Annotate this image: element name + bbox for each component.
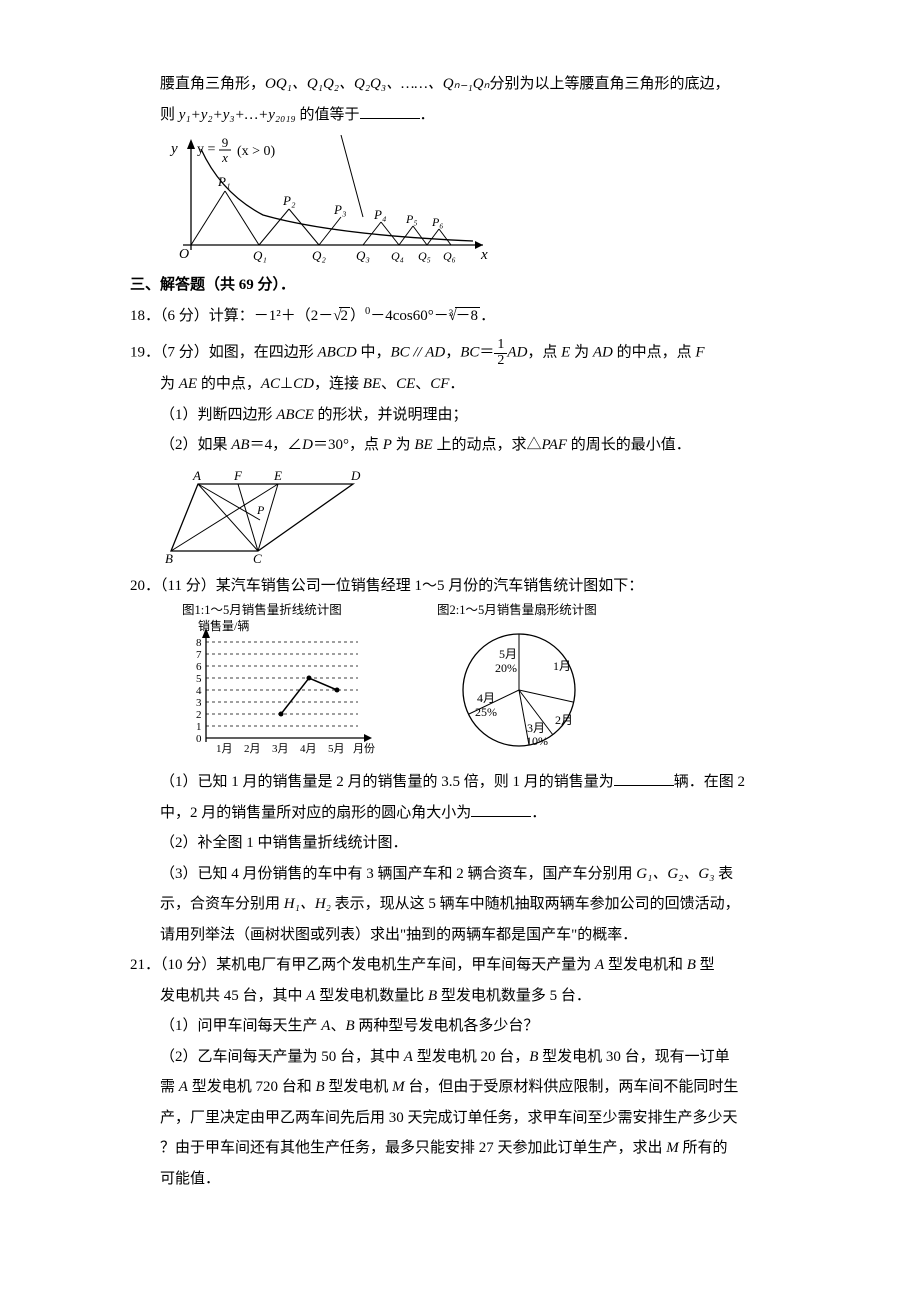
q21-p6: 可能值． — [130, 1165, 810, 1194]
svg-text:4月: 4月 — [300, 743, 317, 755]
q20-l1: 20．（11 分）某汽车销售公司一位销售经理 1～5 月份的汽车销售统计图如下： — [130, 572, 810, 601]
text: 19．（7 分）如图，在四边形 — [130, 345, 318, 361]
svg-text:E: E — [273, 468, 282, 483]
q21-l1: 21．（10 分）某机电厂有甲乙两个发电机生产车间，甲车间每天产量为 A 型发电… — [130, 951, 810, 980]
section3-title: 三、解答题（共 69 分）． — [130, 271, 810, 300]
svg-text:Q₅: Q₅ — [418, 249, 431, 263]
q20-p3a: （3）已知 4 月份销售的车中有 3 辆国产车和 2 辆合资车，国产车分别用 G… — [130, 860, 810, 889]
q20-chart2: 图2:1～5月销售量扇形统计图 1月 2月 3月 10% 4月 25% 5月 2… — [419, 602, 629, 762]
q21-l2: 发电机共 45 台，其中 A 型发电机数量比 B 型发电机数量多 5 台． — [130, 982, 810, 1011]
svg-text:10%: 10% — [526, 734, 548, 748]
svg-text:Q₃: Q₃ — [356, 248, 370, 263]
blank — [471, 802, 531, 817]
text: 分别为以上等腰直角三角形的底边， — [490, 76, 730, 92]
svg-text:5: 5 — [196, 673, 202, 685]
svg-text:P₃: P₃ — [333, 202, 346, 217]
period: ． — [420, 107, 435, 123]
text: －4cos60°－ — [370, 308, 449, 324]
svg-text:9: 9 — [222, 135, 229, 150]
svg-text:B: B — [165, 551, 173, 566]
q20-charts: 图1:1～5月销售量折线统计图 销售量/辆 0 1 2 3 4 5 6 7 8 … — [168, 602, 811, 762]
q17-line1: 腰直角三角形，OQ₁、Q₁Q₂、Q₂Q₃、……、Qₙ₋₁Qₙ分别为以上等腰直角三… — [130, 70, 810, 99]
svg-text:图2:1～5月销售量扇形统计图: 图2:1～5月销售量扇形统计图 — [437, 602, 597, 617]
blank — [614, 771, 674, 786]
text: 的值等于 — [296, 107, 360, 123]
q21-p4: 产，厂里决定由甲乙两车间先后用 30 天完成订单任务，求甲车间至少需安排生产多少… — [130, 1104, 810, 1133]
svg-text:P: P — [256, 503, 265, 517]
q21-p5: ？由于甲车间还有其他生产任务，最多只能安排 27 天参加此订单生产，求出 M 所… — [130, 1134, 810, 1163]
svg-text:6: 6 — [196, 661, 202, 673]
svg-text:Q₄: Q₄ — [391, 249, 404, 263]
svg-text:F: F — [233, 468, 243, 483]
svg-text:2: 2 — [196, 709, 202, 721]
svg-text:4: 4 — [196, 685, 202, 697]
svg-text:5月: 5月 — [328, 743, 345, 755]
svg-text:O: O — [179, 247, 189, 262]
svg-text:20%: 20% — [495, 661, 517, 675]
svg-text:D: D — [350, 468, 361, 483]
svg-text:C: C — [253, 551, 262, 566]
q19-figure: A F E D B C P — [163, 466, 810, 566]
q21-p3: 需 A 型发电机 720 台和 B 型发电机 M 台，但由于受原材料供应限制，两… — [130, 1073, 810, 1102]
svg-text:0: 0 — [196, 733, 202, 745]
sqrt2: √2 — [333, 302, 350, 331]
svg-text:P₆: P₆ — [431, 215, 444, 229]
q20-p3c: 示，合资车分别用 H₁、H₂ 表示，现从这 5 辆车中随机抽取两辆车参加公司的回… — [130, 890, 810, 919]
svg-text:月份: 月份 — [353, 742, 375, 755]
svg-text:Q₂: Q₂ — [312, 248, 326, 263]
svg-text:x: x — [221, 150, 228, 165]
text: 腰直角三角形， — [160, 76, 265, 92]
q17-line2: 则 y₁+y₂+y₃+…+y₂₀₁₉ 的值等于 ． — [130, 101, 810, 130]
svg-text:Q₆: Q₆ — [443, 249, 456, 263]
q19-p1: （1）判断四边形 ABCE 的形状，并说明理由； — [130, 401, 810, 430]
blank — [360, 104, 420, 119]
svg-text:5月: 5月 — [499, 647, 517, 661]
svg-text:P₅: P₅ — [405, 212, 418, 226]
svg-text:P₂: P₂ — [282, 193, 296, 208]
q20-p3e: 请用列举法（画树状图或列表）求出"抽到的两辆车都是国产车"的概率． — [130, 921, 810, 950]
svg-text:x: x — [480, 247, 488, 263]
svg-text:(x > 0): (x > 0) — [237, 144, 276, 159]
svg-text:7: 7 — [196, 649, 202, 661]
svg-text:Q₁: Q₁ — [253, 248, 267, 263]
q21-p1: （1）问甲车间每天生产 A、B 两种型号发电机各多少台？ — [130, 1012, 810, 1041]
q20-p2: （2）补全图 1 中销售量折线统计图． — [130, 829, 810, 858]
svg-text:3月: 3月 — [527, 721, 545, 735]
q20-p1c: 中，2 月的销售量所对应的扇形的圆心角大小为． — [130, 799, 810, 828]
q20-chart1: 图1:1～5月销售量折线统计图 销售量/辆 0 1 2 3 4 5 6 7 8 … — [168, 602, 383, 762]
q17-seq2: y₁+y₂+y₃+…+y₂₀₁₉ — [179, 107, 296, 123]
q18: 18．（6 分）计算：－1²＋（2－√2）0－4cos60°－3√－8． — [130, 302, 810, 331]
text: 则 — [160, 107, 179, 123]
svg-text:2月: 2月 — [244, 743, 261, 755]
svg-text:P₁: P₁ — [217, 174, 230, 189]
svg-text:1: 1 — [196, 721, 202, 733]
q19-l1: 19．（7 分）如图，在四边形 ABCD 中，BC // AD，BC＝12AD，… — [130, 338, 810, 368]
q17-graph: y y = 9 x (x > 0) O x P₁ P₂ P₃ P₄ P₅ P₆ … — [163, 135, 810, 265]
frac-half: 12 — [494, 338, 507, 368]
q21-p2: （2）乙车间每天产量为 50 台，其中 A 型发电机 20 台，B 型发电机 3… — [130, 1043, 810, 1072]
svg-text:3月: 3月 — [272, 743, 289, 755]
svg-text:图1:1～5月销售量折线统计图: 图1:1～5月销售量折线统计图 — [182, 602, 342, 617]
q19-l2: 为 AE 的中点，AC⊥CD，连接 BE、CE、CF． — [130, 370, 810, 399]
q20-p1a: （1）已知 1 月的销售量是 2 月的销售量的 3.5 倍，则 1 月的销售量为… — [130, 768, 810, 797]
svg-text:y =: y = — [197, 142, 216, 157]
svg-text:3: 3 — [196, 697, 202, 709]
cbrt: 3√－8 — [449, 302, 480, 331]
text: ） — [350, 308, 365, 324]
svg-text:2月: 2月 — [555, 713, 573, 727]
text: 18．（6 分）计算：－1²＋（2－ — [130, 308, 333, 324]
text: ． — [480, 308, 495, 324]
q17-seq1: OQ₁、Q₁Q₂、Q₂Q₃、……、Qₙ₋₁Qₙ — [265, 76, 490, 92]
svg-text:8: 8 — [196, 637, 202, 649]
svg-text:1月: 1月 — [553, 659, 571, 673]
q19-p2: （2）如果 AB＝4，∠D＝30°，点 P 为 BE 上的动点，求△PAF 的周… — [130, 431, 810, 460]
svg-text:25%: 25% — [475, 705, 497, 719]
svg-text:A: A — [192, 468, 201, 483]
y-axis-label: y — [169, 141, 178, 157]
svg-text:P₄: P₄ — [373, 207, 387, 222]
svg-text:1月: 1月 — [216, 743, 233, 755]
svg-text:4月: 4月 — [477, 691, 495, 705]
